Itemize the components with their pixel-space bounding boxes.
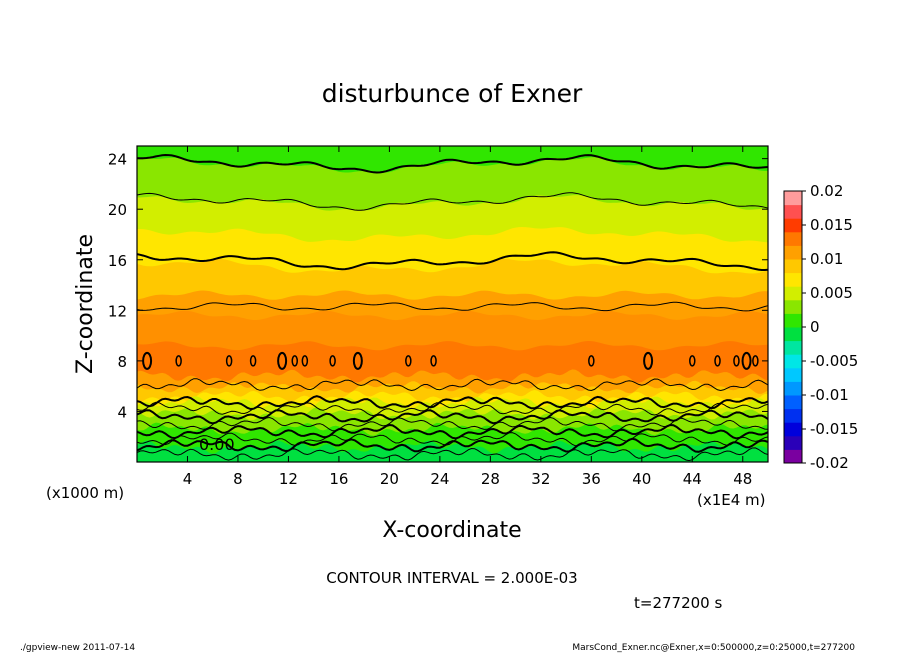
contour-loop: [175, 355, 182, 367]
contour-loop: [752, 355, 759, 367]
colorbar-tick-label: 0.015: [810, 216, 853, 234]
y-tick-label: 8: [117, 353, 127, 371]
contour-line: [136, 153, 769, 174]
contour-loop: [643, 351, 654, 370]
colorbar-tick-label: 0.02: [810, 182, 843, 200]
contour-loop: [714, 355, 721, 367]
x-tick-label: 40: [632, 470, 651, 488]
contour-interval-text: CONTOUR INTERVAL = 2.000E-03: [326, 569, 577, 587]
colorbar-cell: [784, 367, 802, 382]
colorbar-cell: [784, 422, 802, 437]
y-tick-label: 12: [108, 302, 127, 320]
contour-loop: [329, 355, 336, 367]
contour-loop: [689, 355, 696, 367]
colorbar-tick-label: -0.015: [810, 420, 858, 438]
colorbar-cell: [784, 327, 802, 342]
contour-loops: [142, 351, 759, 370]
y-axis-ticks: 4 8 12 16 20 24: [108, 151, 768, 421]
contour-line: [136, 301, 769, 312]
contour-loop: [741, 351, 752, 370]
contour-label: 0.00: [199, 435, 235, 454]
colorbar-tick-label: -0.01: [810, 386, 849, 404]
contour-line: [136, 423, 769, 440]
x-tick-label: 8: [233, 470, 243, 488]
colorbar-cell: [784, 340, 802, 355]
x-tick-label: 20: [380, 470, 399, 488]
y-tick-label: 16: [108, 252, 127, 270]
contour-loop: [291, 355, 298, 367]
contour-line: [136, 409, 769, 425]
colorbar-cell: [784, 245, 802, 260]
contour-line: [136, 395, 769, 411]
x-axis-label: X-coordinate: [382, 518, 521, 543]
contour-line: [136, 432, 769, 447]
x-tick-label: 16: [329, 470, 348, 488]
colorbar-tick-label: -0.02: [810, 454, 849, 472]
x-tick-label: 48: [733, 470, 752, 488]
colorbar-cell: [784, 313, 802, 328]
x-tick-label: 4: [183, 470, 193, 488]
y-tick-label: 4: [117, 403, 127, 421]
contour-line: [136, 447, 769, 462]
y-tick-label: 24: [108, 151, 127, 169]
x-unit-left: (x1000 m): [46, 484, 124, 502]
x-tick-label: 36: [582, 470, 601, 488]
colorbar-tick-label: 0.01: [810, 250, 843, 268]
contour-lines: [136, 153, 769, 462]
y-axis-label: Z-coordinate: [73, 234, 98, 374]
colorbar-cell: [784, 395, 802, 410]
contour-loop: [225, 355, 233, 367]
colorbar-ticks: 0.02 0.015 0.01 0.005 0 -0.005 -0.01 -0.015 -0.0…: [802, 182, 858, 472]
contour-loop: [249, 355, 257, 367]
colorbar-cell: [784, 408, 802, 423]
footer-right: MarsCond_Exner.nc@Exner,x=0:500000,z=0:2…: [572, 643, 855, 653]
time-stamp: t=277200 s: [634, 594, 722, 612]
colorbar-tick-label: -0.005: [810, 352, 858, 370]
chart-title: disturbunce of Exner: [322, 79, 583, 108]
contour-loop: [142, 351, 153, 370]
contour-line: [136, 251, 769, 271]
contour-line: [136, 378, 769, 392]
contour-loop: [405, 355, 412, 367]
x-tick-label: 44: [683, 470, 702, 488]
contour-loop: [277, 351, 288, 370]
colorbar-cell: [784, 354, 802, 369]
contour-loop: [588, 355, 595, 367]
x-axis-ticks: 4 8 12 16 20 24 28 32 36 40 44 48: [183, 146, 752, 488]
colorbar-cell: [784, 218, 802, 233]
contour-loop: [733, 355, 740, 367]
x-unit-right: (x1E4 m): [697, 491, 766, 509]
x-tick-label: 12: [279, 470, 298, 488]
field-bands: [137, 146, 768, 462]
contour-line: [136, 192, 769, 211]
plot-area: 0.00: [136, 145, 769, 463]
contour-line: [136, 401, 769, 417]
contour-line: [136, 416, 769, 432]
plot-frame: [136, 145, 769, 463]
y-tick-label: 20: [108, 201, 127, 219]
colorbar-cell: [784, 286, 802, 301]
colorbar-cell: [784, 259, 802, 274]
contour-loop: [301, 355, 309, 367]
footer-left: ./gpview-new 2011-07-14: [20, 643, 135, 653]
contour-line: [136, 437, 769, 453]
colorbar-cell: [784, 299, 802, 314]
x-tick-label: 32: [531, 470, 550, 488]
colorbar-cell: [784, 191, 802, 206]
colorbar-cell: [784, 231, 802, 246]
colorbar-cell: [784, 449, 802, 464]
contour-loop: [352, 351, 363, 370]
colorbar-cell: [784, 204, 802, 219]
x-tick-label: 24: [430, 470, 449, 488]
colorbar-cell: [784, 272, 802, 287]
colorbar: 0.02 0.015 0.01 0.005 0 -0.005 -0.01 -0.015 -0.0…: [783, 182, 858, 472]
colorbar-tick-label: 0: [810, 318, 820, 336]
colorbar-cell: [784, 435, 802, 450]
x-tick-label: 28: [481, 470, 500, 488]
contour-loop: [430, 355, 437, 367]
colorbar-tick-label: 0.005: [810, 284, 853, 302]
colorbar-cells: [784, 191, 802, 464]
colorbar-cell: [784, 381, 802, 396]
